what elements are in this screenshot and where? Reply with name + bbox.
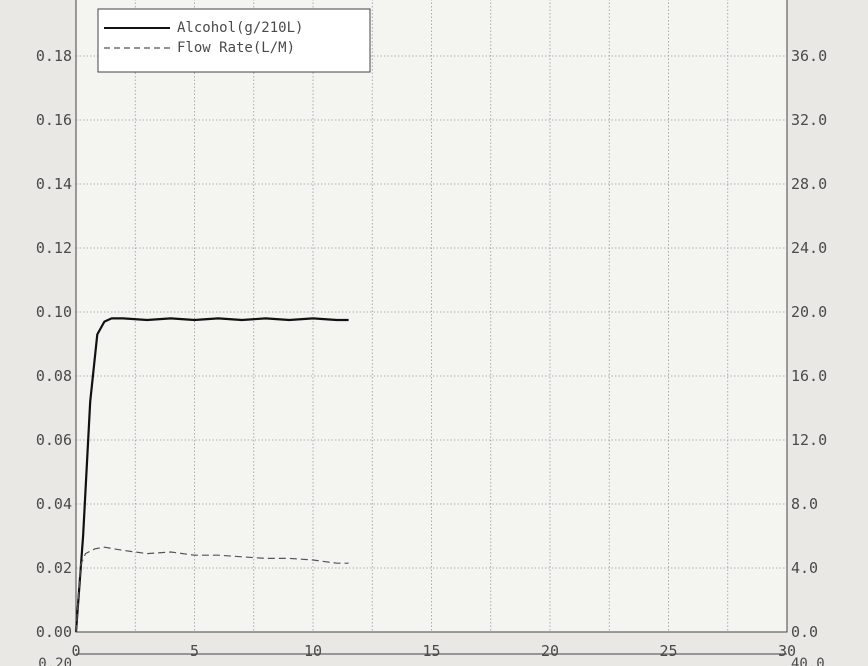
series-line-alcohol (74, 317, 349, 633)
y-tick-label-right: 36.0 (791, 47, 827, 65)
legend: Alcohol(g/210L) Flow Rate(L/M) (97, 8, 371, 73)
y-tick-label-right: 16.0 (791, 367, 827, 385)
x-tick-label: 15 (422, 642, 440, 660)
y-tick-label-right: 28.0 (791, 175, 827, 193)
y-tick-label-right: 24.0 (791, 239, 827, 257)
x-tick-label: 30 (778, 642, 796, 660)
legend-label-flow-rate: Flow Rate(L/M) (177, 40, 295, 56)
series (74, 317, 349, 633)
y-tick-label-left: 0.10 (36, 303, 72, 321)
y-tick-label-right: 32.0 (791, 111, 827, 129)
y-tick-label-right: 40.0 (791, 0, 827, 1)
x-tick-label: 10 (304, 642, 322, 660)
x-tick-label: 5 (190, 642, 199, 660)
y-tick-label-left: 0.00 (36, 623, 72, 641)
y-tick-label-left: 0.14 (36, 175, 72, 193)
tick-labels: 0 5 10 15 20 25 30 0.00 0.0 0.02 4.0 0.04 8.0 0.06 12.… (36, 0, 827, 660)
x-tick-label: 0 (71, 642, 80, 660)
y-tick-label-left: 0.08 (36, 367, 72, 385)
y-tick-label-right: 4.0 (791, 559, 818, 577)
y-tick-label-right: 12.0 (791, 431, 827, 449)
y-tick-label-left: 0.06 (36, 431, 72, 449)
y-tick-label-left: 0.20 (36, 0, 72, 1)
series-line-flow-rate (75, 546, 349, 633)
y-tick-label-right: 0.0 (791, 623, 818, 641)
plot-frame (75, 0, 788, 633)
grid (76, 0, 787, 632)
y-tick-label-right: 8.0 (791, 495, 818, 513)
legend-label-alcohol: Alcohol(g/210L) (177, 20, 303, 36)
next-chart-strip: 0.20 40.0 (38, 653, 825, 666)
bottom-left-tick-label: 0.20 (38, 656, 72, 666)
y-tick-label-left: 0.02 (36, 559, 72, 577)
bottom-right-tick-label: 40.0 (791, 656, 825, 666)
y-tick-label-left: 0.16 (36, 111, 72, 129)
legend-box (97, 8, 371, 73)
y-tick-label-right: 20.0 (791, 303, 827, 321)
y-tick-label-left: 0.12 (36, 239, 72, 257)
x-tick-label: 25 (659, 642, 677, 660)
x-tick-label: 20 (541, 642, 559, 660)
y-tick-label-left: 0.04 (36, 495, 72, 513)
y-tick-label-left: 0.18 (36, 47, 72, 65)
